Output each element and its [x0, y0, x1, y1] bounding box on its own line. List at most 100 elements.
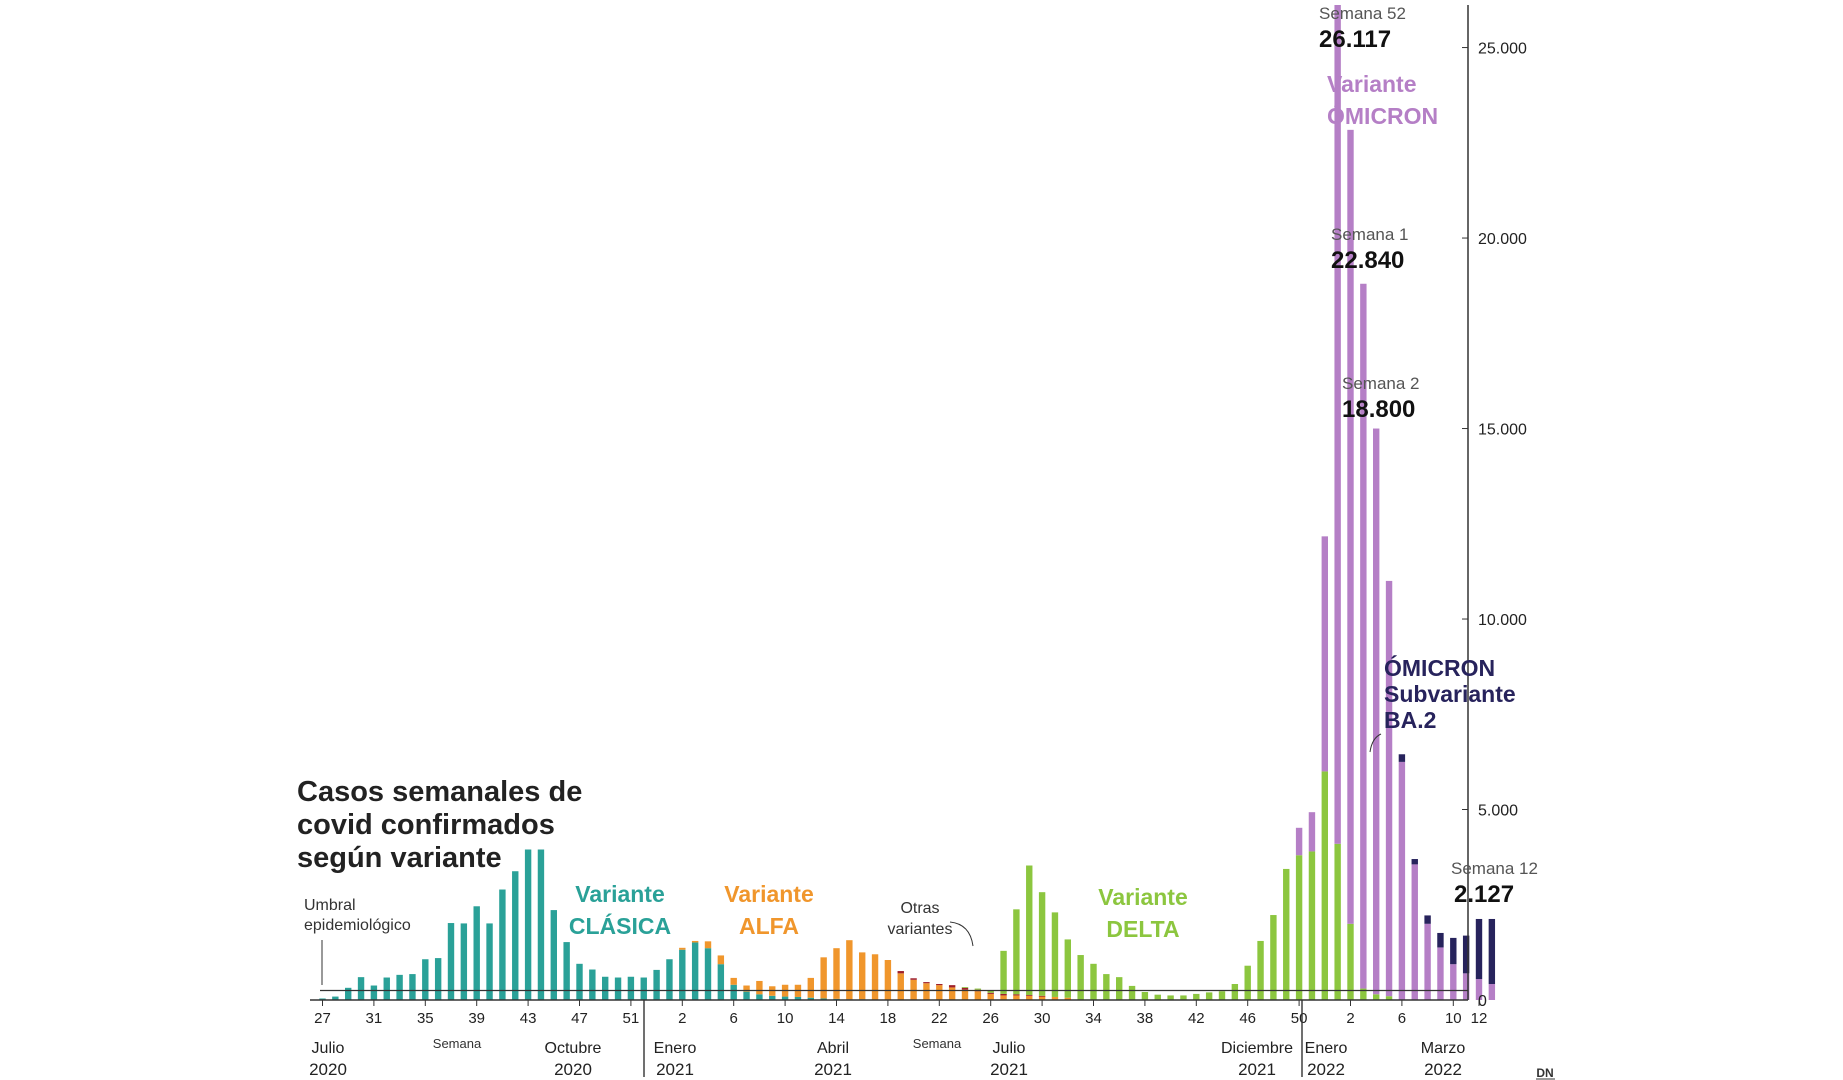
bar-omicron-2022-w12: [1475, 979, 1483, 1000]
x-tick-label-2022-w12: 12: [1471, 1010, 1488, 1027]
bar-delta-2021-w52: [1321, 771, 1328, 1000]
x-tick-label-2022-w10: 10: [1445, 1010, 1462, 1027]
period-month-abril-2021: Abril: [817, 1040, 849, 1057]
y-tick-label-15000: 15.000: [1478, 422, 1527, 439]
bar-delta-2021-w34: [1090, 963, 1097, 1000]
period-year-enero-2021: 2021: [656, 1060, 694, 1079]
bar-alfa-2021-w24: [961, 989, 969, 1000]
bar-clasica-2020-w40: [486, 923, 493, 1000]
callout-semana-52-value: 26.117: [1319, 26, 1391, 53]
x-tick-label-2021-w18: 18: [880, 1010, 897, 1027]
bar-otras-2021-w27: [1000, 993, 1007, 996]
bar-delta-2021-w42: [1193, 993, 1200, 1000]
bar-ba2-2022-w13: [1488, 918, 1496, 984]
x-tick-label-2021-w38: 38: [1137, 1010, 1154, 1027]
bar-omicron-2022-w2: [1347, 129, 1354, 924]
bar-delta-2022-w3: [1360, 988, 1367, 1000]
x-tick-label-2020-w51: 51: [623, 1010, 640, 1027]
bar-ba2-2022-w11: [1462, 935, 1470, 974]
bar-delta-2021-w25: [974, 988, 982, 990]
bar-alfa-2021-w19: [897, 973, 904, 1000]
bar-ba2-2022-w10: [1450, 937, 1457, 965]
period-year-abril-2021: 2021: [814, 1060, 852, 1079]
y-tick-label-10000: 10.000: [1478, 612, 1527, 629]
x-tick-label-2021-w22: 22: [931, 1010, 948, 1027]
bar-otras-2021-w23: [948, 985, 956, 988]
bar-omicron-2022-w1: [1334, 5, 1341, 844]
x-tick-label-2021-w10: 10: [777, 1010, 794, 1027]
bar-omicron-2021-w52: [1321, 536, 1328, 772]
x-tick-label-2021-w30: 30: [1034, 1010, 1051, 1027]
bar-clasica-2021-w7: [743, 991, 750, 1000]
bar-delta-2021-w26: [987, 990, 994, 993]
bar-alfa-2021-w4: [704, 941, 712, 949]
bar-clasica-2020-w28: [332, 996, 339, 1000]
bar-clasica-2020-w42: [512, 871, 519, 1000]
bar-clasica-2020-w43: [524, 849, 532, 1000]
bar-clasica-2020-w50: [614, 977, 622, 1000]
x-axis-ticks: 27 31 35 39 43 47 51 2 6 10 14 18 22 26 30 34 38 42 46 50 2 6…: [314, 1000, 1487, 1027]
bar-clasica-2020-w41: [499, 889, 506, 1000]
callout-semana-12-value: 2.127: [1454, 881, 1514, 908]
bar-alfa-2021-w25: [974, 991, 982, 1000]
umbral-label-line-1: Umbral: [304, 897, 356, 914]
x-tick-label-2021-w46: 46: [1239, 1010, 1256, 1027]
bar-otras-2021-w26: [987, 992, 994, 994]
x-tick-label-2021-w6: 6: [730, 1010, 738, 1027]
bar-omicron-2022-w4: [1373, 428, 1380, 995]
x-tick-label-2021-w14: 14: [828, 1010, 845, 1027]
bar-omicron-2021-w50: [1295, 827, 1303, 856]
bar-alfa-2021-w7: [743, 985, 750, 992]
label-ba2-line-1: ÓMICRON: [1384, 654, 1495, 681]
period-month-octubre-2020: Octubre: [545, 1040, 602, 1057]
bar-clasica-2020-w49: [602, 976, 609, 1000]
bar-alfa-2021-w16: [859, 952, 866, 1000]
bar-clasica-2020-w37: [447, 923, 455, 1000]
bar-clasica-2021-w13: [820, 998, 827, 1000]
bar-delta-2022-w5: [1385, 996, 1393, 1000]
bar-delta-2021-w32: [1064, 939, 1071, 998]
x-tick-label-2021-w34: 34: [1085, 1010, 1102, 1027]
x-tick-label-2021-w26: 26: [982, 1010, 999, 1027]
period-month-enero-2021: Enero: [654, 1040, 697, 1057]
bar-omicron-2022-w11: [1462, 973, 1470, 1000]
semana-axis-caption-2: Semana: [913, 1036, 962, 1051]
bar-clasica-2020-w44: [537, 849, 545, 1000]
bar-delta-2021-w41: [1180, 995, 1187, 1000]
bar-delta-2021-w36: [1116, 977, 1123, 1000]
bar-clasica-2020-w52: [640, 977, 647, 1000]
bar-delta-2021-w24: [961, 987, 969, 988]
bar-alfa-2021-w29: [1026, 995, 1033, 1000]
bar-otras-2021-w30: [1038, 995, 1046, 997]
bar-alfa-2021-w26: [987, 993, 994, 1000]
bar-ba2-2022-w8: [1424, 915, 1431, 924]
callout-semana-2-label: Semana 2: [1342, 374, 1420, 393]
label-alfa-line-2: ALFA: [739, 913, 799, 939]
bar-clasica-2020-w32: [383, 977, 390, 1000]
bar-delta-2022-w4: [1373, 994, 1380, 1000]
bar-alfa-2021-w22: [936, 985, 943, 1000]
label-delta-line-1: Variante: [1098, 884, 1188, 910]
label-ba2-line-3: BA.2: [1384, 707, 1436, 733]
label-omicron-line-1: Variante: [1327, 71, 1417, 97]
bar-delta-2021-w40: [1167, 995, 1174, 1000]
bar-clasica-2020-w33: [396, 974, 403, 1000]
label-clasica-line-1: Variante: [575, 881, 665, 907]
credit-logo-text: DN: [1536, 1066, 1553, 1080]
label-omicron-line-2: ÓMICRON: [1327, 102, 1438, 129]
bar-clasica-2020-w46: [563, 942, 570, 1000]
period-year-diciembre-2021: 2021: [1238, 1060, 1276, 1079]
bar-otras-2021-w24: [961, 987, 969, 990]
bar-alfa-2021-w2: [679, 947, 686, 950]
bar-clasica-2020-w36: [434, 958, 442, 1000]
callout-semana-52-label: Semana 52: [1319, 4, 1406, 23]
otras-pointer: [949, 921, 974, 947]
bar-omicron-2022-w13: [1488, 984, 1496, 1000]
bar-delta-2021-w38: [1141, 992, 1149, 1000]
label-delta-line-2: DELTA: [1106, 916, 1179, 942]
period-year-enero-2022: 2022: [1307, 1060, 1345, 1079]
bar-alfa-2021-w6: [730, 977, 737, 985]
bar-clasica-2020-w48: [589, 969, 596, 1000]
label-ba2-line-2: Subvariante: [1384, 681, 1516, 707]
